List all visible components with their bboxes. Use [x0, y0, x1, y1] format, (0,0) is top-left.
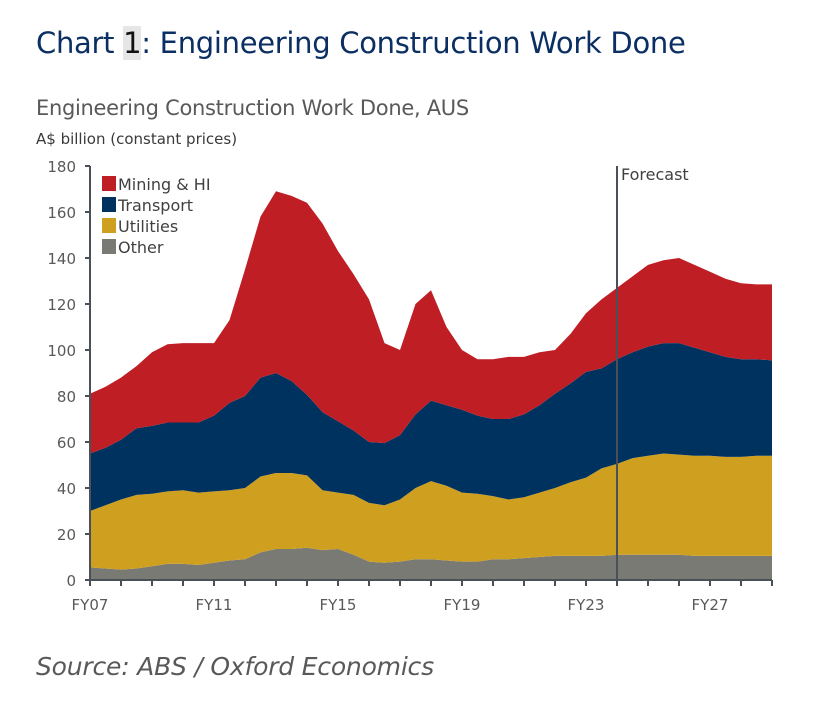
x-tick-label: FY23: [568, 596, 605, 614]
y-tick-label: 120: [47, 296, 76, 314]
forecast-label: Forecast: [621, 165, 689, 184]
y-tick-label: 80: [57, 388, 76, 406]
legend-label: Utilities: [118, 217, 178, 236]
legend-swatch: [102, 197, 116, 212]
y-tick-label: 180: [47, 158, 76, 176]
page-heading: Chart 1: Engineering Construction Work D…: [36, 26, 686, 60]
legend-label: Transport: [117, 196, 193, 215]
source-note: Source: ABS / Oxford Economics: [36, 652, 434, 681]
heading-suffix: : Engineering Construction Work Done: [141, 26, 686, 60]
x-tick-label: FY15: [320, 596, 357, 614]
axes: 0 20 40 60 80 100 120 140 160 180 FY07 FY11 FY15 FY19…: [47, 158, 773, 614]
legend-label: Mining & HI: [118, 175, 211, 194]
y-tick-label: 160: [47, 204, 76, 222]
area-layers: [90, 191, 772, 580]
y-tick-label: 100: [47, 342, 76, 360]
y-axis-unit-label: A$ billion (constant prices): [36, 130, 238, 148]
forecast-marker: Forecast: [616, 165, 689, 580]
x-tick-label: FY07: [72, 596, 109, 614]
y-tick-label: 40: [57, 480, 76, 498]
area-utilities: [90, 453, 772, 570]
heading-chart-number: 1: [123, 26, 142, 60]
area-other: [90, 547, 772, 580]
y-tick-label: 140: [47, 250, 76, 268]
chart-title: Engineering Construction Work Done, AUS: [36, 96, 469, 120]
y-tick-label: 20: [57, 526, 76, 544]
legend: Mining & HI Transport Utilities Other: [102, 175, 211, 257]
x-tick-label: FY19: [444, 596, 481, 614]
x-tick-label: FY11: [196, 596, 233, 614]
legend-swatch: [102, 218, 116, 233]
legend-swatch: [102, 239, 116, 254]
x-tick-label: FY27: [692, 596, 729, 614]
heading-prefix: Chart: [36, 26, 124, 60]
y-tick-label: 60: [57, 434, 76, 452]
area-transport: [90, 343, 772, 511]
legend-swatch: [102, 176, 116, 191]
y-tick-label: 0: [66, 572, 76, 590]
area-mining-hi: [90, 191, 772, 454]
legend-label: Other: [118, 238, 164, 257]
